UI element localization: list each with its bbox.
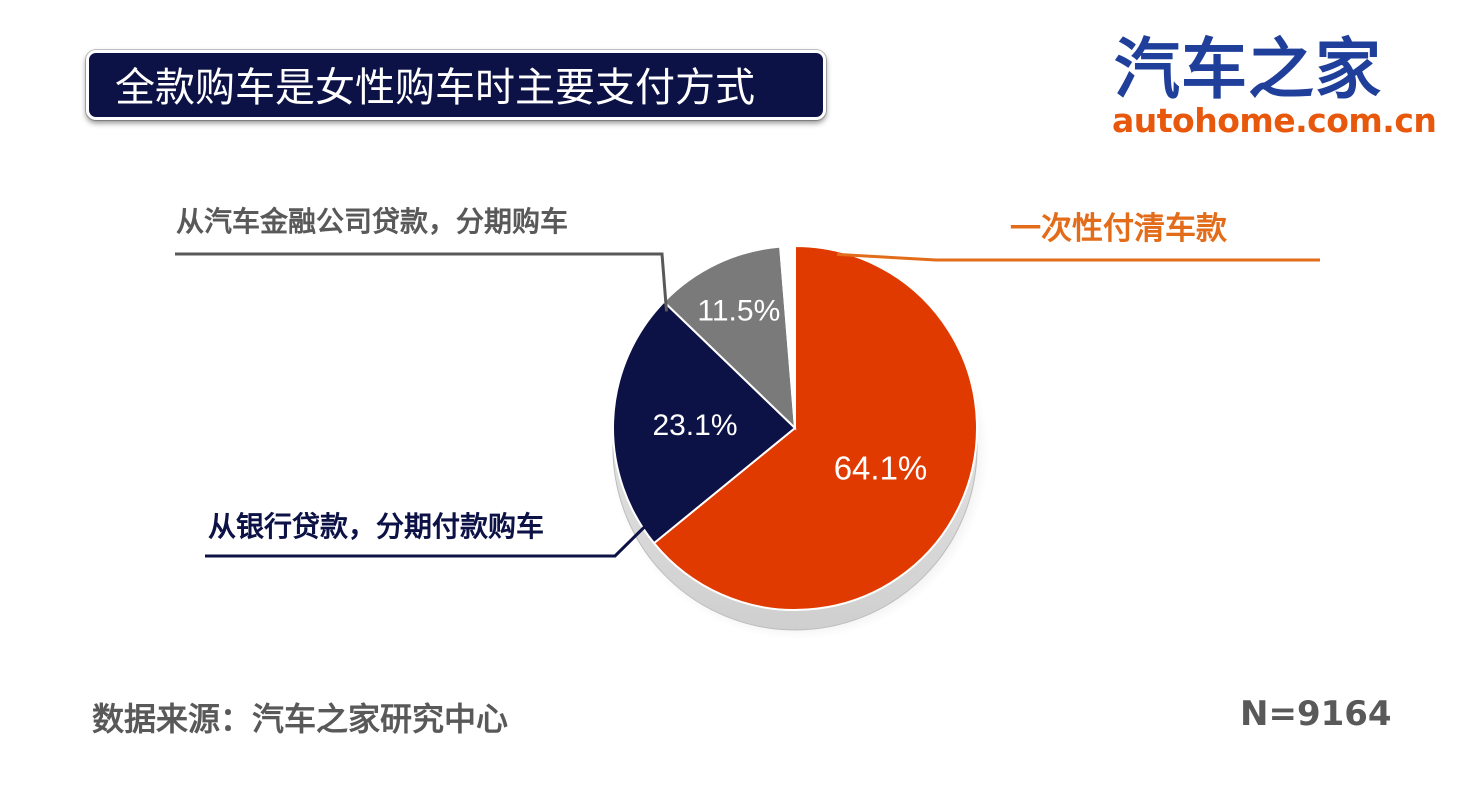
pie-value-labels: 64.1% 23.1% 11.5%: [652, 295, 927, 487]
data-source: 数据来源：汽车之家研究中心: [92, 700, 509, 738]
pie-slice: [652, 244, 978, 611]
pie-value-label: 23.1%: [652, 409, 737, 442]
page-title: 全款购车是女性购车时主要支付方式: [86, 50, 826, 120]
pie-slice: [779, 244, 796, 429]
logo-chinese-text: 汽车之家: [1114, 31, 1382, 108]
leader-line-auto-finance: [175, 252, 669, 312]
pie-slice: [612, 300, 797, 545]
sample-size: N=9164: [1240, 694, 1392, 734]
autohome-logo: 汽车之家 autohome.com.cn: [1108, 31, 1437, 142]
leader-line-bank-loan: [205, 525, 646, 558]
pie-value-label: 64.1%: [834, 450, 928, 487]
leader-lines: [175, 252, 1320, 558]
pie-slice: [662, 245, 797, 431]
slice-label-full-payment: 一次性付清车款: [1010, 211, 1227, 247]
logo-domain-text: autohome.com.cn: [1112, 101, 1437, 140]
pie-value-label: 11.5%: [697, 295, 780, 328]
pie-slices: [612, 244, 978, 611]
leader-line-full-payment: [836, 252, 1320, 262]
slice-label-bank-loan: 从银行贷款，分期付款购车: [208, 510, 545, 543]
slice-label-auto-finance: 从汽车金融公司贷款，分期购车: [176, 205, 569, 238]
